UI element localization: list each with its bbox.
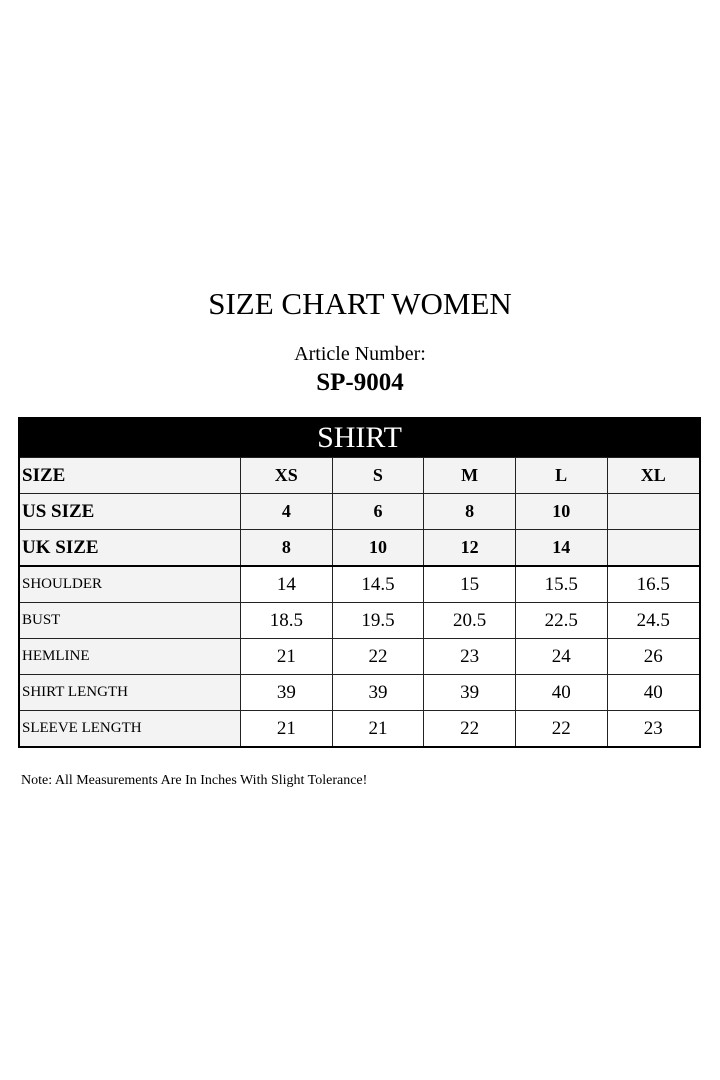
table-cell: 21 — [331, 710, 425, 748]
table-cell: 39 — [240, 674, 333, 711]
table-cell: 21 — [240, 710, 333, 748]
table-row: UK SIZE 8 10 12 14 — [18, 529, 701, 567]
table-cell: 23 — [423, 638, 516, 675]
table-cell: 18.5 — [240, 602, 333, 639]
table-cell: 10 — [514, 493, 608, 530]
table-band-title: SHIRT — [19, 418, 700, 458]
table-cell: XS — [240, 457, 333, 494]
size-chart-table: SHIRT SIZE XS S M L XL US SIZE 4 6 8 10 UK SIZE 8 10 1… — [18, 417, 701, 748]
table-row: SIZE XS S M L XL — [18, 457, 701, 494]
row-label: SIZE — [18, 457, 241, 494]
table-cell: 21 — [240, 638, 333, 675]
table-cell: 15 — [423, 565, 516, 603]
table-cell: 14 — [514, 529, 608, 567]
measurement-note: Note: All Measurements Are In Inches Wit… — [21, 773, 368, 788]
table-cell: 40 — [514, 674, 608, 711]
table-cell: 24 — [514, 638, 608, 675]
table-row: HEMLINE 21 22 23 24 26 — [18, 638, 701, 675]
table-cell: 24.5 — [606, 602, 701, 639]
table-cell: 8 — [240, 529, 333, 567]
table-cell: 23 — [606, 710, 701, 748]
table-cell: 8 — [423, 493, 516, 530]
row-label: UK SIZE — [18, 529, 241, 567]
table-row: BUST 18.5 19.5 20.5 22.5 24.5 — [18, 602, 701, 639]
row-label: SLEEVE LENGTH — [18, 710, 241, 748]
table-cell: S — [331, 457, 425, 494]
table-cell: 16.5 — [606, 565, 701, 603]
table-cell: 15.5 — [514, 565, 608, 603]
row-label: HEMLINE — [18, 638, 241, 675]
table-cell: 39 — [331, 674, 425, 711]
table-cell: 6 — [331, 493, 425, 530]
row-label: BUST — [18, 602, 241, 639]
table-cell: 22 — [423, 710, 516, 748]
table-cell: 4 — [240, 493, 333, 530]
table-cell: 14 — [240, 565, 333, 603]
table-row: US SIZE 4 6 8 10 — [18, 493, 701, 530]
table-cell: XL — [606, 457, 701, 494]
table-row: SLEEVE LENGTH 21 21 22 22 23 — [18, 710, 701, 748]
table-cell: 12 — [423, 529, 516, 567]
table-cell: 39 — [423, 674, 516, 711]
table-cell: 22.5 — [514, 602, 608, 639]
row-label: US SIZE — [18, 493, 241, 530]
table-cell: 19.5 — [331, 602, 425, 639]
table-cell: 22 — [331, 638, 425, 675]
table-cell — [606, 493, 701, 530]
table-cell: 26 — [606, 638, 701, 675]
article-number-label: Article Number: — [294, 343, 426, 365]
table-row: SHOULDER 14 14.5 15 15.5 16.5 — [18, 565, 701, 603]
table-cell: 22 — [514, 710, 608, 748]
row-label: SHIRT LENGTH — [18, 674, 241, 711]
table-cell: 40 — [606, 674, 701, 711]
table-row: SHIRT LENGTH 39 39 39 40 40 — [18, 674, 701, 711]
table-cell: L — [514, 457, 608, 494]
article-number: SP-9004 — [316, 369, 404, 396]
table-cell: 14.5 — [331, 565, 425, 603]
table-cell: 10 — [331, 529, 425, 567]
table-cell — [606, 529, 701, 567]
row-label: SHOULDER — [18, 565, 241, 603]
page-title: SIZE CHART WOMEN — [208, 286, 512, 321]
table-cell: 20.5 — [423, 602, 516, 639]
table-cell: M — [423, 457, 516, 494]
